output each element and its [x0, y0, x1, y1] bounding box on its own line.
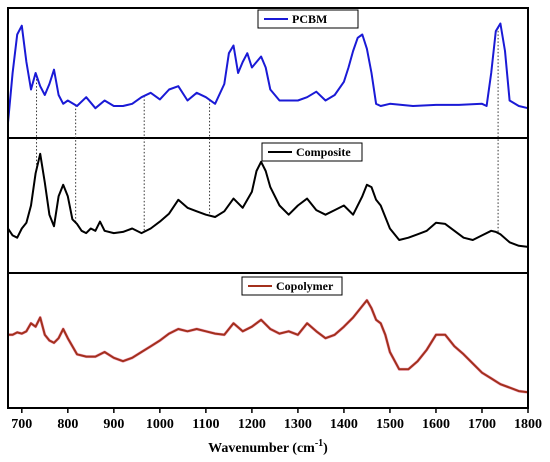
- x-tick-label: 1500: [376, 417, 404, 432]
- x-tick-label: 1200: [238, 417, 266, 432]
- x-tick-label: 1300: [284, 417, 312, 432]
- x-axis-title-superscript: -1: [315, 438, 323, 449]
- x-tick-label: 900: [103, 417, 124, 432]
- x-tick-label: 1400: [330, 417, 358, 432]
- x-axis-title: Wavenumber (cm-1): [208, 438, 328, 456]
- series-line-composite: [7, 152, 529, 248]
- legend-box: [257, 9, 359, 29]
- legend-label-pcbm: PCBM: [292, 12, 327, 26]
- legend-label-copolymer: Copolymer: [276, 279, 334, 293]
- x-tick-label: 1100: [192, 417, 219, 432]
- x-tick-label: 1700: [468, 417, 496, 432]
- series-line-pcbm: [7, 22, 529, 123]
- legend-box: [261, 142, 363, 162]
- x-axis-title-main: Wavenumber (cm: [208, 441, 315, 456]
- x-tick-label: 1000: [146, 417, 174, 432]
- x-axis-title-close: ): [323, 441, 328, 456]
- x-tick-label: 700: [11, 417, 32, 432]
- x-tick-label: 1800: [514, 417, 542, 432]
- series-line-copolymer: [8, 299, 529, 394]
- legend-label-composite: Composite: [296, 145, 351, 159]
- plot-frame: [7, 7, 529, 409]
- x-tick-label: 1600: [422, 417, 450, 432]
- legend-box: [241, 276, 343, 296]
- x-tick-label: 800: [57, 417, 78, 432]
- copolymer-glow: [8, 298, 529, 394]
